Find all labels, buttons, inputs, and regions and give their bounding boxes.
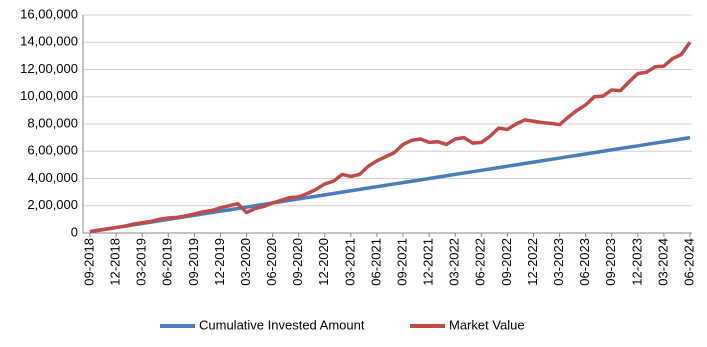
y-tick-label: 16,00,000 <box>20 6 78 21</box>
x-tick-label: 09-2023 <box>603 238 618 286</box>
x-tick-label: 12-2020 <box>316 238 331 286</box>
y-tick-label: 14,00,000 <box>20 34 78 49</box>
x-tick-label: 03-2021 <box>342 238 357 286</box>
x-tick-label: 06-2023 <box>577 238 592 286</box>
x-tick-label: 09-2018 <box>81 238 96 286</box>
x-tick-label: 06-2024 <box>681 238 696 286</box>
x-tick-label: 03-2022 <box>447 238 462 286</box>
x-tick-label: 12-2021 <box>421 238 436 286</box>
legend-label: Cumulative Invested Amount <box>199 317 365 332</box>
x-tick-label: 06-2021 <box>368 238 383 286</box>
x-tick-label: 12-2018 <box>108 238 123 286</box>
legend-label: Market Value <box>449 317 525 332</box>
y-tick-label: 8,00,000 <box>27 115 78 130</box>
y-tick-label: 6,00,000 <box>27 143 78 158</box>
x-tick-label: 09-2020 <box>290 238 305 286</box>
y-tick-label: 0 <box>71 224 78 239</box>
series-line <box>89 41 692 234</box>
x-tick-label: 06-2022 <box>473 238 488 286</box>
x-tick-label: 03-2023 <box>551 238 566 286</box>
y-tick-label: 2,00,000 <box>27 197 78 212</box>
x-tick-label: 09-2019 <box>186 238 201 286</box>
x-tick-label: 12-2022 <box>525 238 540 286</box>
x-tick-label: 03-2020 <box>238 238 253 286</box>
x-tick-label: 03-2019 <box>134 238 149 286</box>
x-tick-label: 09-2022 <box>499 238 514 286</box>
x-tick-label: 09-2021 <box>394 238 409 286</box>
x-tick-label: 06-2020 <box>264 238 279 286</box>
y-tick-label: 10,00,000 <box>20 88 78 103</box>
x-tick-label: 03-2024 <box>655 238 670 286</box>
y-tick-label: 4,00,000 <box>27 170 78 185</box>
x-tick-label: 12-2023 <box>629 238 644 286</box>
x-tick-label: 06-2019 <box>160 238 175 286</box>
x-tick-label: 12-2019 <box>212 238 227 286</box>
y-tick-label: 12,00,000 <box>20 61 78 76</box>
